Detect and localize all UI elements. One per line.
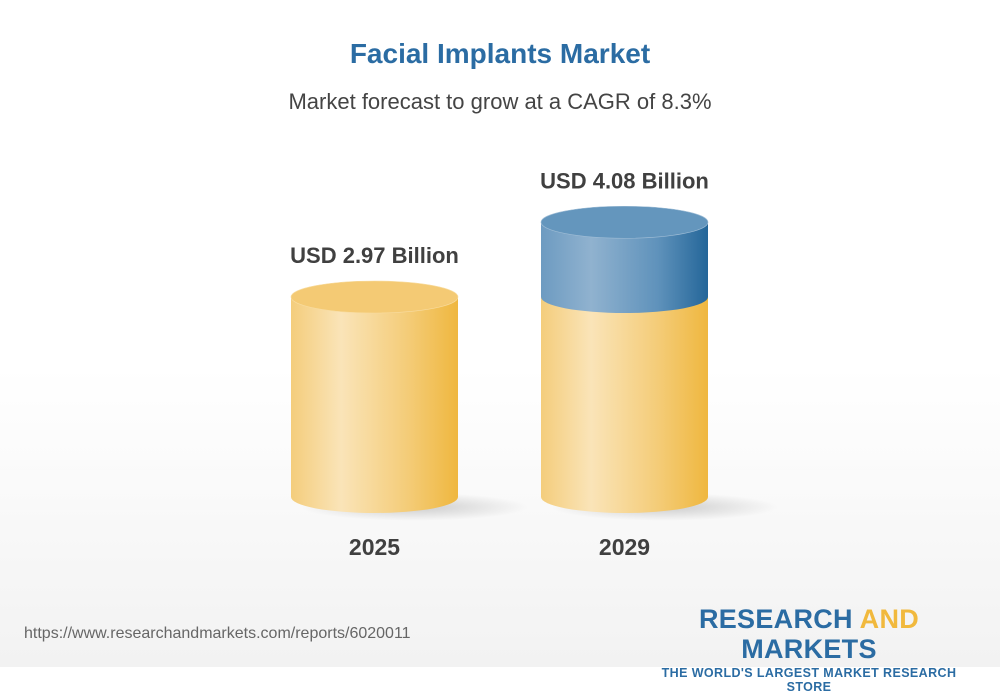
logo-tagline: THE WORLD'S LARGEST MARKET RESEARCH STOR…: [661, 666, 957, 694]
research-and-markets-logo: RESEARCH AND MARKETS THE WORLD'S LARGEST…: [641, 604, 977, 694]
bar-2029-base-body: [541, 297, 708, 513]
chart-subtitle: Market forecast to grow at a CAGR of 8.3…: [288, 89, 712, 114]
logo-text: MARKETS: [741, 634, 877, 664]
source-url[interactable]: https://www.researchandmarkets.com/repor…: [24, 625, 411, 642]
bar-top: [290, 280, 459, 314]
category-label: 2025: [349, 534, 400, 560]
logo-text-and: AND: [859, 604, 920, 634]
chart-title: Facial Implants Market: [349, 38, 651, 69]
bar-2029-growth-body: [541, 222, 708, 313]
cylinder-chart: USD 2.97 Billion 2025 USD 4.08 Billion 2029: [290, 168, 778, 560]
logo-text: RESEARCH: [698, 604, 860, 634]
data-label: USD 4.08 Billion: [540, 168, 709, 193]
category-label: 2029: [599, 534, 650, 560]
bar-top: [540, 205, 709, 239]
data-label: USD 2.97 Billion: [290, 243, 459, 268]
bar-2025-body: [291, 297, 458, 513]
